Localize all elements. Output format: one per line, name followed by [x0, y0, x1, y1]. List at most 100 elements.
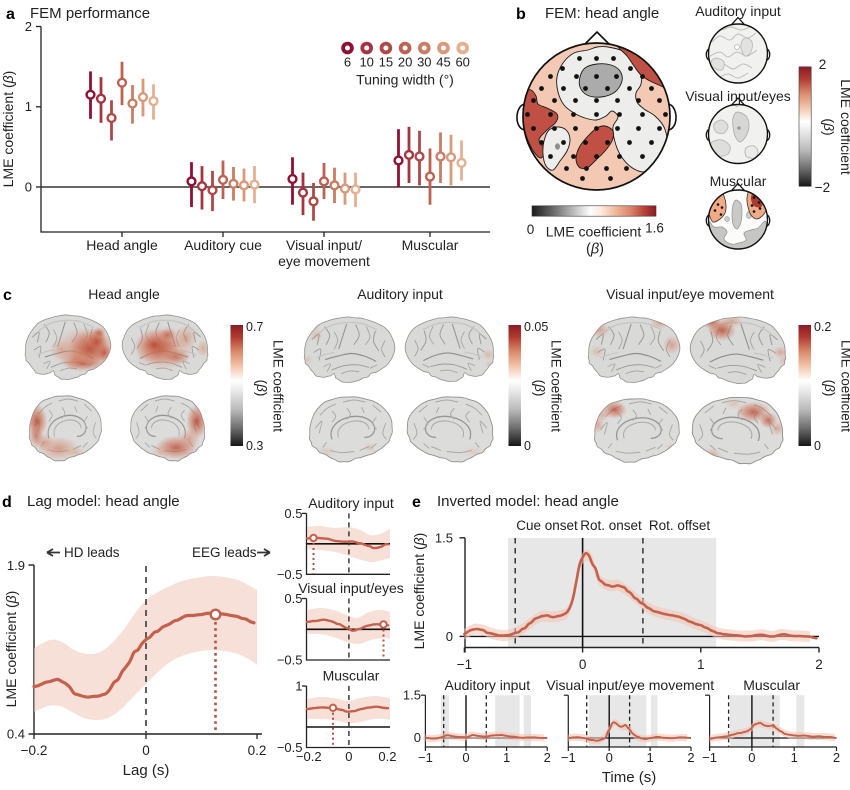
svg-text:Visual input/eye movement: Visual input/eye movement: [606, 286, 774, 302]
svg-text:Rot. onset: Rot. onset: [580, 518, 642, 533]
svg-text:LME coefficient: LME coefficient: [549, 340, 564, 432]
svg-text:−0.2: −0.2: [21, 743, 48, 758]
svg-text:60: 60: [455, 55, 469, 70]
svg-text:Visual input/eyes: Visual input/eyes: [685, 88, 791, 104]
svg-text:d: d: [2, 494, 12, 511]
svg-text:−0.5: −0.5: [277, 653, 303, 668]
svg-text:2: 2: [815, 657, 823, 672]
svg-text:Visual input/: Visual input/: [286, 237, 362, 253]
svg-text:0: 0: [606, 750, 613, 765]
svg-text:Muscular: Muscular: [323, 668, 380, 684]
svg-text:eye movement: eye movement: [278, 253, 370, 269]
svg-text:0: 0: [527, 222, 535, 237]
svg-text:2: 2: [687, 750, 694, 765]
svg-text:LME coefficient: LME coefficient: [271, 340, 286, 432]
svg-text:Lag (s): Lag (s): [123, 762, 170, 779]
svg-text:1: 1: [791, 750, 798, 765]
svg-text:−1: −1: [418, 750, 433, 765]
svg-text:−0.5: −0.5: [277, 740, 303, 755]
svg-text:Time (s): Time (s): [602, 769, 656, 786]
svg-text:0: 0: [579, 657, 587, 672]
svg-text:0.4: 0.4: [7, 727, 25, 742]
svg-text:0.7: 0.7: [246, 320, 263, 334]
svg-text:2: 2: [833, 750, 840, 765]
svg-text:Head angle: Head angle: [86, 237, 158, 253]
svg-text:15: 15: [379, 55, 393, 70]
svg-text:Muscular: Muscular: [402, 237, 459, 253]
svg-text:0: 0: [748, 750, 755, 765]
svg-text:Auditory cue: Auditory cue: [184, 237, 262, 253]
svg-text:Cue onset: Cue onset: [516, 518, 578, 533]
svg-text:2: 2: [544, 750, 551, 765]
svg-text:0: 0: [142, 743, 150, 758]
svg-text:FEM performance: FEM performance: [30, 5, 150, 22]
svg-text:1: 1: [503, 750, 510, 765]
svg-text:1.5: 1.5: [435, 530, 453, 545]
svg-text:EEG leads: EEG leads: [192, 545, 257, 560]
svg-text:1: 1: [697, 657, 705, 672]
svg-text:HD leads: HD leads: [64, 545, 120, 560]
svg-text:(β): (β): [254, 380, 269, 397]
svg-text:1: 1: [25, 99, 32, 114]
svg-text:0: 0: [524, 439, 531, 453]
svg-text:6: 6: [344, 55, 351, 70]
svg-text:1: 1: [295, 679, 302, 694]
svg-text:Tuning width (°): Tuning width (°): [356, 72, 454, 88]
svg-text:Auditory input: Auditory input: [444, 677, 530, 693]
svg-text:0.05: 0.05: [524, 320, 548, 334]
svg-text:LME coefficient (β): LME coefficient (β): [411, 533, 427, 650]
svg-text:Auditory input: Auditory input: [695, 3, 781, 19]
svg-text:0.5: 0.5: [284, 506, 302, 521]
svg-text:0.2: 0.2: [814, 320, 831, 334]
svg-text:1: 1: [646, 750, 653, 765]
svg-text:LME coefficient (β): LME coefficient (β): [0, 71, 16, 188]
svg-text:Inverted model: head angle: Inverted model: head angle: [437, 493, 619, 510]
svg-text:LME coefficient: LME coefficient: [839, 340, 850, 432]
svg-text:Muscular: Muscular: [743, 677, 800, 693]
svg-text:0: 0: [814, 439, 821, 453]
svg-text:2: 2: [25, 19, 32, 34]
svg-text:0.5: 0.5: [284, 591, 302, 606]
svg-text:Visual input/eye movement: Visual input/eye movement: [546, 677, 714, 693]
svg-text:1.6: 1.6: [645, 221, 664, 236]
svg-text:−1: −1: [702, 750, 717, 765]
svg-text:10: 10: [359, 55, 373, 70]
svg-text:LME coefficient: LME coefficient: [546, 224, 642, 240]
svg-text:Rot. offset: Rot. offset: [649, 518, 711, 533]
svg-text:Head angle: Head angle: [88, 286, 160, 302]
svg-text:1.9: 1.9: [7, 558, 25, 573]
svg-text:(β): (β): [821, 118, 837, 135]
svg-text:−0.2: −0.2: [296, 749, 322, 764]
svg-text:Auditory input: Auditory input: [357, 286, 443, 302]
svg-text:−0.5: −0.5: [277, 567, 303, 582]
svg-text:0.2: 0.2: [378, 749, 396, 764]
svg-text:1.5: 1.5: [403, 688, 421, 703]
svg-text:−1: −1: [561, 750, 576, 765]
svg-text:c: c: [3, 287, 12, 304]
svg-text:Lag model: head angle: Lag model: head angle: [27, 493, 180, 510]
svg-text:2: 2: [819, 57, 827, 72]
svg-text:0: 0: [414, 730, 421, 745]
svg-text:(β): (β): [822, 380, 837, 397]
svg-text:0.3: 0.3: [246, 439, 263, 453]
svg-text:Muscular: Muscular: [710, 173, 767, 189]
svg-text:LME coefficient (β): LME coefficient (β): [3, 591, 19, 708]
svg-text:0: 0: [446, 629, 453, 644]
svg-text:20: 20: [398, 55, 412, 70]
svg-text:0: 0: [345, 749, 352, 764]
svg-text:0: 0: [462, 750, 469, 765]
svg-text:b: b: [516, 6, 526, 23]
svg-text:0: 0: [25, 180, 32, 195]
svg-text:Auditory input: Auditory input: [308, 495, 394, 511]
svg-text:−2: −2: [815, 180, 830, 195]
svg-text:FEM: head angle: FEM: head angle: [545, 5, 659, 22]
svg-text:e: e: [412, 494, 421, 511]
svg-text:LME coefficient: LME coefficient: [838, 79, 850, 175]
svg-text:(β): (β): [532, 380, 547, 397]
svg-text:−1: −1: [457, 657, 472, 672]
svg-text:a: a: [6, 6, 15, 23]
svg-text:30: 30: [417, 55, 431, 70]
svg-text:45: 45: [436, 55, 450, 70]
svg-text:(β): (β): [586, 242, 604, 258]
svg-text:Visual input/eyes: Visual input/eyes: [298, 580, 404, 596]
